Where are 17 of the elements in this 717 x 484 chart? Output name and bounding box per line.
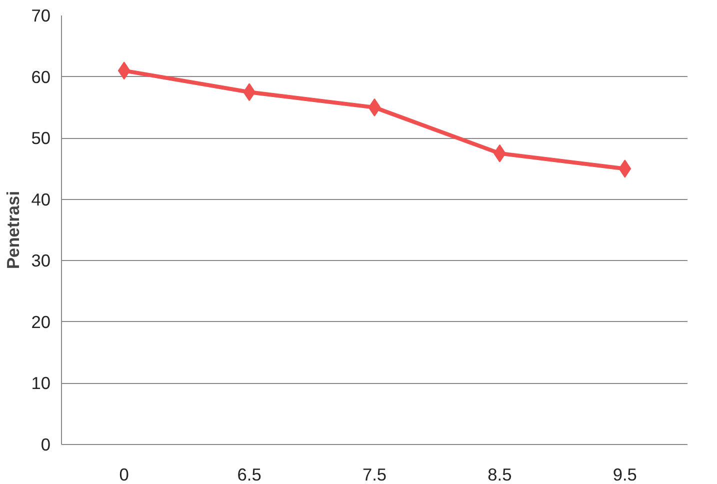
x-tick-label: 8.5 (488, 464, 512, 484)
point (368, 98, 381, 116)
y-tick-label: 60 (31, 66, 51, 87)
x-tick-label: 9.5 (612, 464, 637, 484)
y-tick-label: 30 (31, 250, 51, 271)
y-tick-label: 70 (31, 6, 51, 26)
point (118, 62, 130, 80)
y-tick-label: 0 (40, 434, 51, 454)
y-tick-label: 50 (31, 128, 51, 148)
y-tick-label: 20 (31, 312, 51, 332)
x-tick-label: 6.5 (237, 464, 262, 484)
point (618, 160, 632, 178)
y-tick-label: 10 (31, 373, 51, 394)
y-axis-title: Penetrasi (3, 190, 24, 270)
y-tick-label: 40 (31, 189, 51, 210)
x-tick-label: 0 (119, 464, 129, 484)
x-tick-label: 7.5 (362, 464, 387, 484)
